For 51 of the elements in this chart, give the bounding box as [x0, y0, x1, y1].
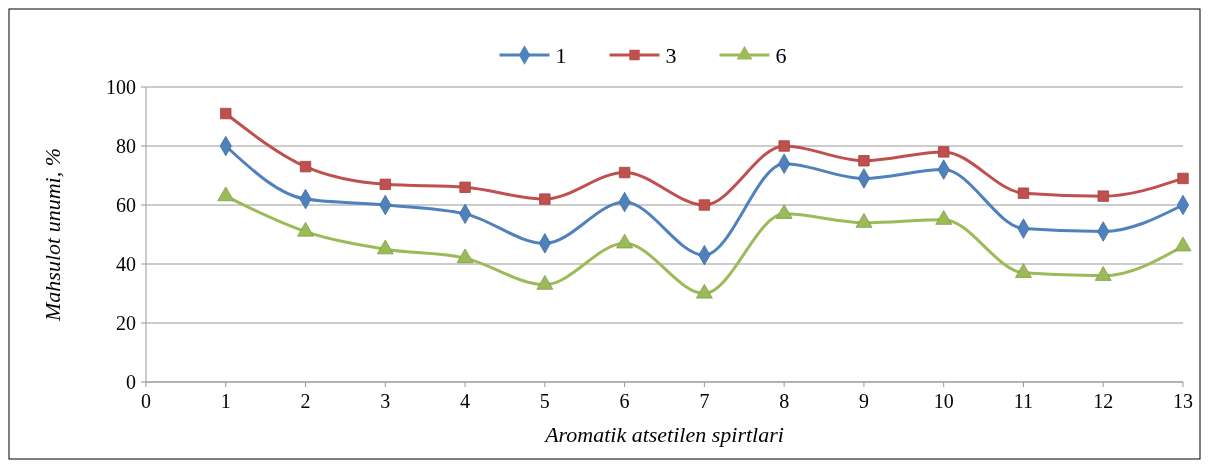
point — [1174, 236, 1192, 252]
y-tick-label: 0 — [126, 371, 136, 393]
point — [696, 283, 713, 299]
x-axis-title: Aromatik atsetilen spirtlari — [543, 422, 784, 447]
point — [376, 239, 394, 255]
y-axis-title: Mahsulot unumi, % — [40, 148, 65, 322]
point — [1094, 266, 1112, 281]
x-tick-label: 5 — [539, 390, 550, 412]
legend-label: 3 — [665, 42, 677, 68]
x-tick-label: 13 — [1173, 390, 1193, 412]
x-tick-label: 11 — [1013, 390, 1034, 412]
point — [935, 210, 953, 225]
legend-label: 1 — [555, 42, 567, 68]
x-tick-label: 1 — [220, 390, 231, 412]
point — [459, 181, 471, 193]
x-tick-label: 4 — [460, 390, 471, 412]
point — [536, 275, 554, 290]
point — [1017, 187, 1030, 199]
point — [539, 193, 551, 205]
point — [456, 248, 474, 264]
point — [379, 178, 391, 190]
point — [297, 221, 314, 237]
x-tick-label: 10 — [933, 390, 954, 412]
point — [778, 140, 790, 152]
y-tick-label: 20 — [116, 312, 136, 334]
point — [938, 146, 950, 158]
point — [616, 233, 633, 249]
x-tick-label: 6 — [619, 390, 630, 412]
point — [220, 107, 232, 120]
x-tick-label: 8 — [779, 390, 790, 412]
point — [1177, 172, 1189, 185]
x-tick-label: 12 — [1093, 390, 1114, 412]
x-tick-label: 3 — [380, 390, 391, 412]
x-tick-label: 9 — [858, 390, 869, 412]
point — [1015, 263, 1032, 278]
point — [618, 166, 631, 179]
legend-label: 6 — [775, 42, 787, 68]
y-tick-label: 60 — [116, 194, 136, 216]
point — [299, 161, 312, 173]
y-tick-label: 100 — [106, 76, 136, 98]
x-tick-label: 7 — [699, 390, 710, 412]
point — [775, 204, 793, 219]
point — [217, 186, 235, 202]
point — [858, 155, 870, 167]
x-tick-label: 0 — [141, 390, 151, 412]
y-tick-label: 40 — [116, 253, 136, 275]
point — [1097, 190, 1109, 202]
point — [698, 199, 711, 211]
point — [855, 213, 873, 228]
x-tick-label: 2 — [300, 390, 311, 412]
y-tick-label: 80 — [116, 135, 136, 157]
